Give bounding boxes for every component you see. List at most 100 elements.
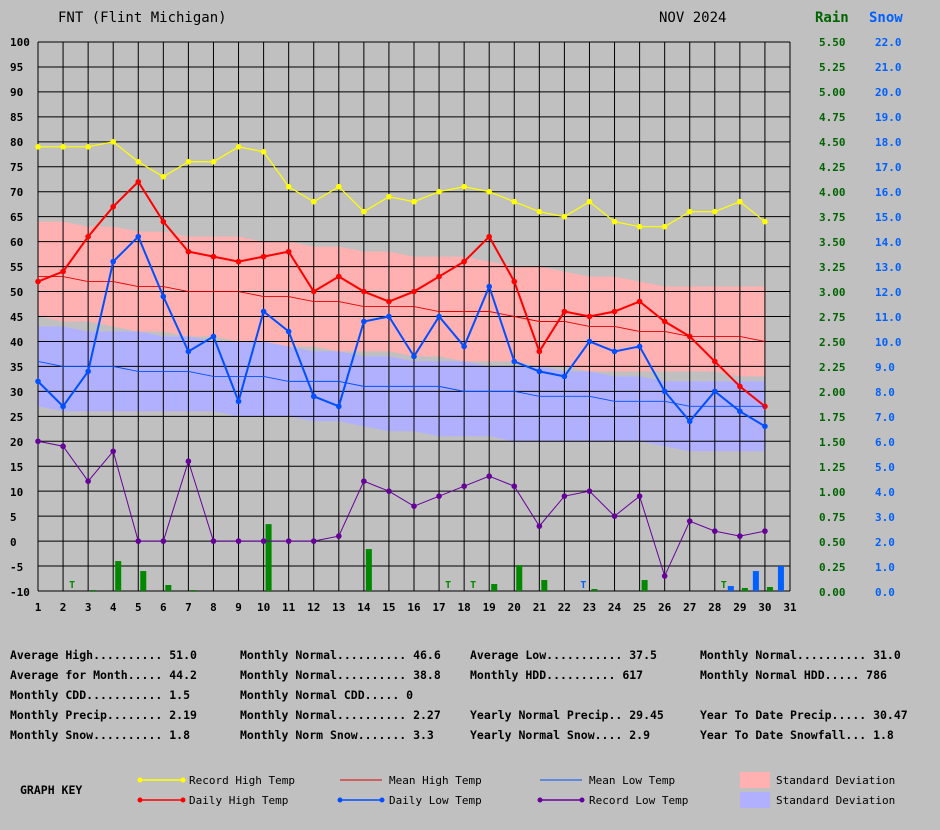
record-low-point [461,483,467,489]
snow-tick-label: 9.0 [875,361,895,374]
record-high-point [386,193,392,200]
record-high-point [486,188,493,195]
record-high-point [661,223,668,230]
rain-trace-marker: T [470,580,476,591]
stat-item: Monthly Normal.......... 2.27 [240,708,441,722]
record-high-point [762,218,768,225]
daily-low-point [260,308,267,315]
high-sd-band [38,221,765,377]
rain-tick-label: 1.25 [819,461,846,474]
y-tick-label: 25 [10,411,23,424]
daily-high-point [160,218,167,225]
daily-low-point [511,358,518,365]
rain-bar [766,587,773,591]
daily-low-point [737,408,743,415]
daily-low-point [486,283,493,290]
daily-high-point [285,248,292,255]
record-high-point [160,173,167,180]
x-tick-label: 2 [60,601,67,614]
axis-tick-labels: 1009590858075706560555045403530252015105… [10,36,902,614]
y-tick-label: 100 [10,36,30,49]
rain-axis-title: Rain [815,10,849,26]
record-high-point [310,198,317,205]
rain-tick-label: 0.50 [819,536,846,549]
daily-low-point [235,398,242,405]
daily-high-point [511,278,518,285]
record-low-point [536,523,543,529]
stat-item: Yearly Normal Precip.. 29.45 [470,708,664,722]
y-tick-label: 80 [10,136,23,149]
y-tick-label: 70 [10,186,23,199]
y-tick-label: 40 [10,336,23,349]
record-low-point [386,488,392,494]
daily-high-point [461,258,467,265]
x-tick-label: 30 [758,601,771,614]
rain-tick-label: 4.50 [819,136,846,149]
rain-tick-label: 2.00 [819,386,846,399]
rain-tick-label: 2.50 [819,336,846,349]
rain-bar [90,590,97,591]
daily-high-point [411,288,417,295]
daily-high-point [536,348,543,355]
daily-low-point [60,403,66,410]
rain-tick-label: 2.25 [819,361,846,374]
grid-lines [37,41,791,592]
stat-item: Monthly HDD.......... 617 [470,668,644,682]
record-low-point [712,528,718,534]
x-tick-label: 13 [332,601,345,614]
daily-high-point [310,288,317,295]
x-tick-label: 6 [160,601,167,614]
rain-tick-label: 5.25 [819,61,846,74]
record-high-point [712,208,718,215]
daily-low-point [636,343,643,350]
snow-tick-label: 17.0 [875,161,902,174]
snow-tick-label: 22.0 [875,36,902,49]
x-tick-label: 17 [432,601,445,614]
key-record-low [537,797,585,803]
y-tick-label: 75 [10,161,23,174]
daily-low-point [686,418,693,425]
rain-tick-label: 3.25 [819,261,846,274]
daily-low-point [712,388,718,395]
x-tick-label: 25 [633,601,646,614]
record-high-point [561,213,568,220]
rain-bar [365,549,372,591]
snow-tick-label: 1.0 [875,561,895,574]
rain-bar [641,580,648,591]
record-low-point [310,538,317,544]
record-high-point [536,208,543,215]
stat-item: Monthly CDD........... 1.5 [10,688,191,702]
stat-item: Average Low........... 37.5 [470,648,657,662]
daily-high-point [386,298,392,305]
rain-tick-label: 5.50 [819,36,846,49]
rain-bar [165,585,172,591]
daily-low-point [85,368,91,375]
record-low-point [185,458,192,465]
record-low-point [661,573,668,579]
daily-high-line [37,180,766,408]
record-low-point [85,478,91,485]
record-high-point [235,144,242,150]
record-high-point [336,183,342,190]
record-high-point [737,198,743,205]
daily-low-point [35,378,41,385]
record-high-point [85,144,91,150]
daily-low-point [135,233,142,240]
daily-low-point [762,423,768,430]
rain-tick-label: 1.00 [819,486,846,499]
daily-high-point [636,298,643,305]
daily-high-point [661,318,668,325]
rain-tick-label: 3.00 [819,286,846,299]
record-low-line [37,440,766,578]
record-high-point [411,198,417,205]
precip-bars: T T T TT [69,524,784,591]
record-low-point [361,478,367,485]
record-high-line [38,141,766,228]
rain-bar [591,589,598,591]
rain-tick-label: 1.75 [819,411,846,424]
stat-item: Monthly Normal.......... 46.6 [240,648,441,662]
key-mean-low-label: Mean Low Temp [589,774,676,787]
record-low-point [110,448,116,455]
graph-key [137,772,770,808]
snow-tick-label: 6.0 [875,436,895,449]
